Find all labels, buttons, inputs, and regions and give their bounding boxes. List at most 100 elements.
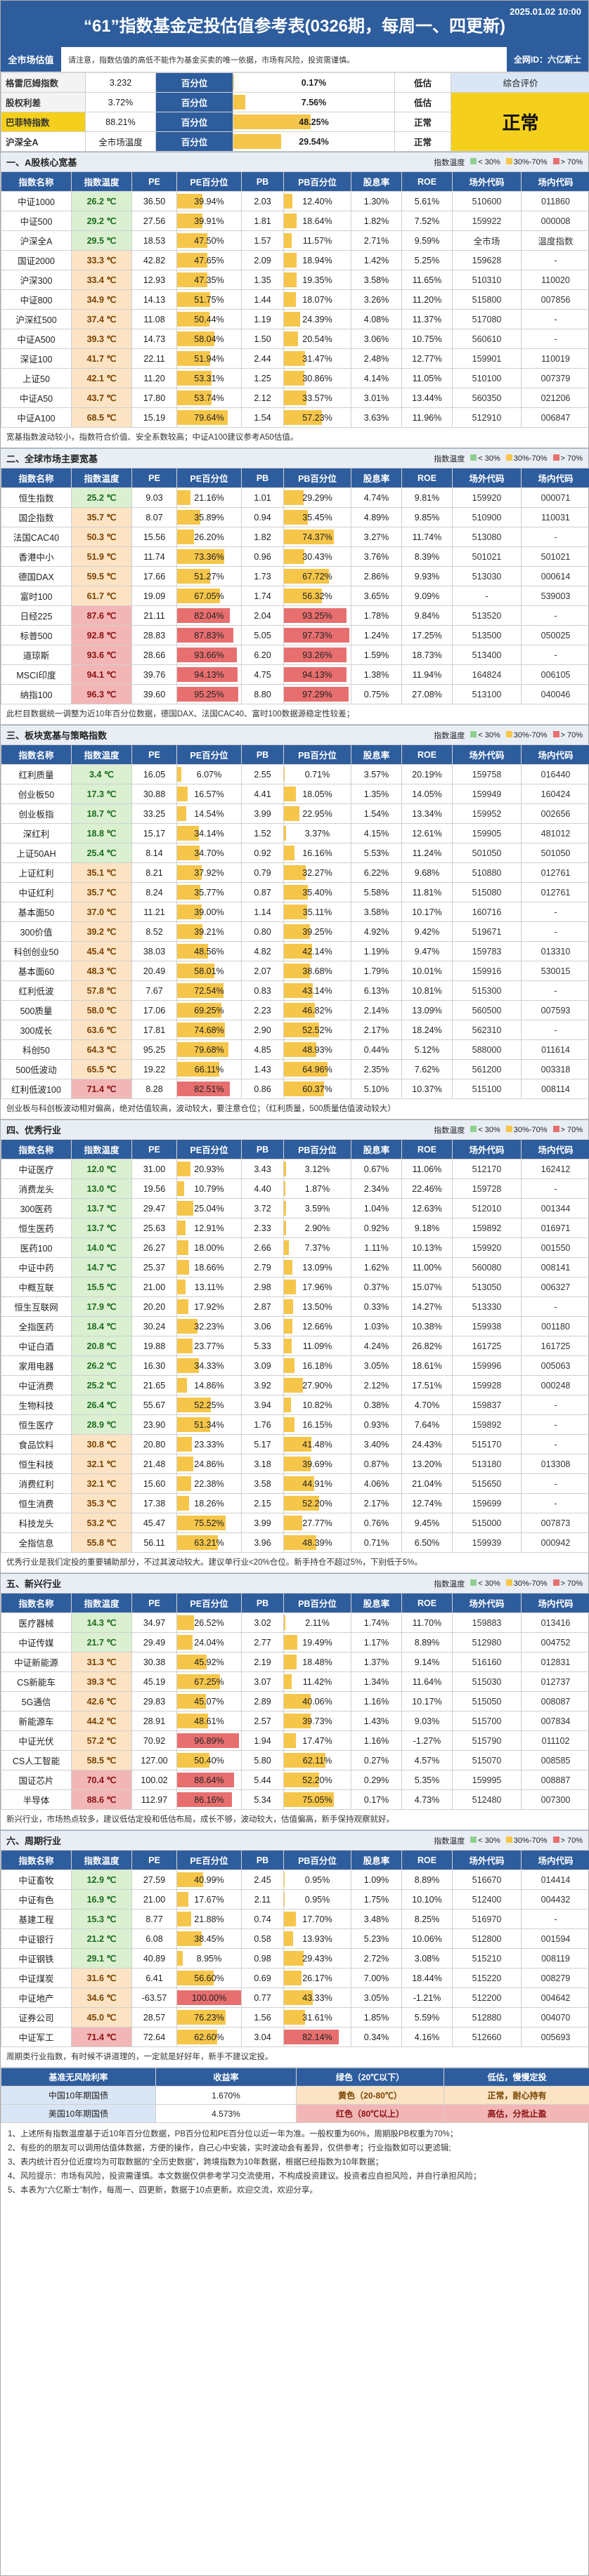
pe-value: 29.47 <box>131 1198 177 1218</box>
section-footnote: 周期类行业指数，有时候不讲道理的，一定就是好好年，新手不建议定投。 <box>1 2047 588 2068</box>
column-header: 指数温度 <box>71 171 132 192</box>
table-row: 消费龙头 13.0 ℃ 19.56 10.79% 4.40 1.87% 2.34% 22.46… <box>1 1178 589 1199</box>
pb-percentile: 64.96% <box>283 1059 351 1079</box>
pe-percentile-bar <box>177 1516 226 1530</box>
pe-percentile-value: 56.60% <box>194 1973 224 1983</box>
market-tag: 全市场估值 <box>1 47 61 72</box>
dividend-yield: 4.89% <box>351 507 402 527</box>
dividend-yield: 1.16% <box>351 1730 402 1751</box>
dividend-yield: 4.74% <box>351 487 402 508</box>
pe-percentile-value: 18.00% <box>194 1242 224 1253</box>
otc-code: 588000 <box>452 1039 522 1060</box>
pb-percentile-value: 13.09% <box>302 1262 332 1273</box>
pe-percentile: 69.25% <box>176 1000 242 1020</box>
exchange-code: - <box>521 329 589 349</box>
index-temperature: 21.2 ℃ <box>71 1928 132 1949</box>
column-header: 股息率 <box>351 1139 402 1159</box>
column-header: PB <box>241 1593 284 1613</box>
pe-percentile-value: 24.04% <box>194 1637 224 1648</box>
otc-code: 501021 <box>452 546 522 567</box>
pe-percentile-bar <box>177 1181 184 1196</box>
table-row: 生物科技 26.4 ℃ 55.67 52.25% 3.94 10.82% 0.38% 4.70… <box>1 1395 589 1415</box>
pb-value: 2.15 <box>241 1493 284 1513</box>
pe-percentile-bar <box>177 1496 189 1511</box>
roe-value: 17.51% <box>401 1375 453 1395</box>
table-row: MSCI印度 94.1 ℃ 39.76 94.13% 4.75 94.13% 1.38% 11… <box>1 664 589 685</box>
otc-code: 515790 <box>452 1730 522 1751</box>
dividend-yield: 0.44% <box>351 1039 402 1060</box>
index-temperature: 58.5 ℃ <box>71 1750 132 1770</box>
pe-value: 26.27 <box>131 1237 177 1258</box>
pe-percentile: 6.07% <box>176 764 242 784</box>
pe-percentile-value: 22.38% <box>194 1478 224 1489</box>
otc-code: 161725 <box>452 1336 522 1356</box>
otc-code: 159883 <box>452 1612 522 1633</box>
pe-percentile-value: 51.75% <box>194 294 224 305</box>
table-row: 创业板50 17.3 ℃ 30.88 16.57% 4.41 18.05% 1.35% 14.… <box>1 784 589 804</box>
pb-value: 0.79 <box>241 862 284 883</box>
pe-percentile-bar <box>177 924 202 939</box>
column-header: 场内代码 <box>521 1593 589 1613</box>
pb-percentile-bar <box>284 510 308 525</box>
pe-percentile-value: 50.40% <box>194 1755 224 1766</box>
pb-percentile: 18.64% <box>283 211 351 231</box>
pe-percentile-value: 69.25% <box>194 1005 224 1016</box>
roe-value: 18.73% <box>401 645 453 665</box>
dividend-yield: 4.24% <box>351 1336 402 1356</box>
pb-percentile: 38.68% <box>283 961 351 981</box>
pe-percentile: 82.51% <box>176 1079 242 1099</box>
pb-percentile: 11.42% <box>283 1671 351 1692</box>
pb-percentile: 97.73% <box>283 625 351 645</box>
index-name: CS人工智能 <box>1 1750 72 1770</box>
pe-value: 28.83 <box>131 625 177 645</box>
table-row: 中证煤炭 31.6 ℃ 6.41 56.60% 0.69 26.17% 7.00% 18.44… <box>1 1968 589 1988</box>
index-table: 指数名称 指数温度 PE PE百分位 PB PB百分位 股息率 ROE 场外代码 场内代码 中证10… <box>1 171 589 428</box>
pe-percentile-bar <box>177 549 224 564</box>
pb-percentile: 27.77% <box>283 1513 351 1533</box>
exchange-code: 007856 <box>521 289 589 310</box>
percentile-value: 48.25% <box>299 117 329 127</box>
exchange-code: 000248 <box>521 1375 589 1395</box>
index-name: 中证传媒 <box>1 1632 72 1652</box>
pe-percentile-bar <box>177 1221 186 1235</box>
column-header: PB <box>241 468 284 488</box>
percentile-bar-fill <box>233 95 246 110</box>
pe-percentile-value: 10.79% <box>194 1183 224 1194</box>
roe-value: 9.84% <box>401 605 453 626</box>
index-name: 深红利 <box>1 823 72 843</box>
pe-value: 19.88 <box>131 1336 177 1356</box>
pb-percentile-bar <box>284 1260 293 1275</box>
index-table: 指数名称 指数温度 PE PE百分位 PB PB百分位 股息率 ROE 场外代码 场内代码 恒生指数… <box>1 468 589 704</box>
pe-value: 15.17 <box>131 823 177 843</box>
table-row: 纳指100 96.3 ℃ 39.60 95.25% 8.80 97.29% 0.75% 27.… <box>1 684 589 704</box>
roe-value: 4.70% <box>401 1395 453 1415</box>
roe-value: 9.42% <box>401 921 453 942</box>
pe-percentile-bar <box>177 944 209 959</box>
pb-value: 4.41 <box>241 784 284 804</box>
legend-item: 30%-70% <box>505 157 548 166</box>
otc-code: 515050 <box>452 1691 522 1711</box>
pb-percentile-bar <box>284 390 306 405</box>
pe-value: 19.56 <box>131 1178 177 1199</box>
pb-percentile-bar <box>284 1398 292 1412</box>
pb-percentile-bar <box>284 648 347 662</box>
dividend-yield: 0.93% <box>351 1414 402 1435</box>
exchange-code: 110031 <box>521 507 589 527</box>
pb-percentile: 33.57% <box>283 388 351 408</box>
pe-percentile: 23.77% <box>176 1336 242 1356</box>
exchange-code: 021206 <box>521 388 589 408</box>
pe-percentile: 79.64% <box>176 407 242 428</box>
roe-value: 9.45% <box>401 1513 453 1533</box>
pe-percentile-bar <box>177 1398 211 1412</box>
dividend-yield: 2.12% <box>351 1375 402 1395</box>
otc-code: 512660 <box>452 2027 522 2047</box>
otc-code: 159901 <box>452 348 522 369</box>
exchange-code: 012831 <box>521 1652 589 1672</box>
pe-value: 17.66 <box>131 566 177 586</box>
exchange-code: - <box>521 645 589 665</box>
pe-percentile: 18.66% <box>176 1257 242 1277</box>
pb-percentile-bar <box>284 944 313 959</box>
column-header: 股息率 <box>351 171 402 192</box>
otc-code: 513100 <box>452 684 522 704</box>
pe-value: 30.88 <box>131 784 177 804</box>
